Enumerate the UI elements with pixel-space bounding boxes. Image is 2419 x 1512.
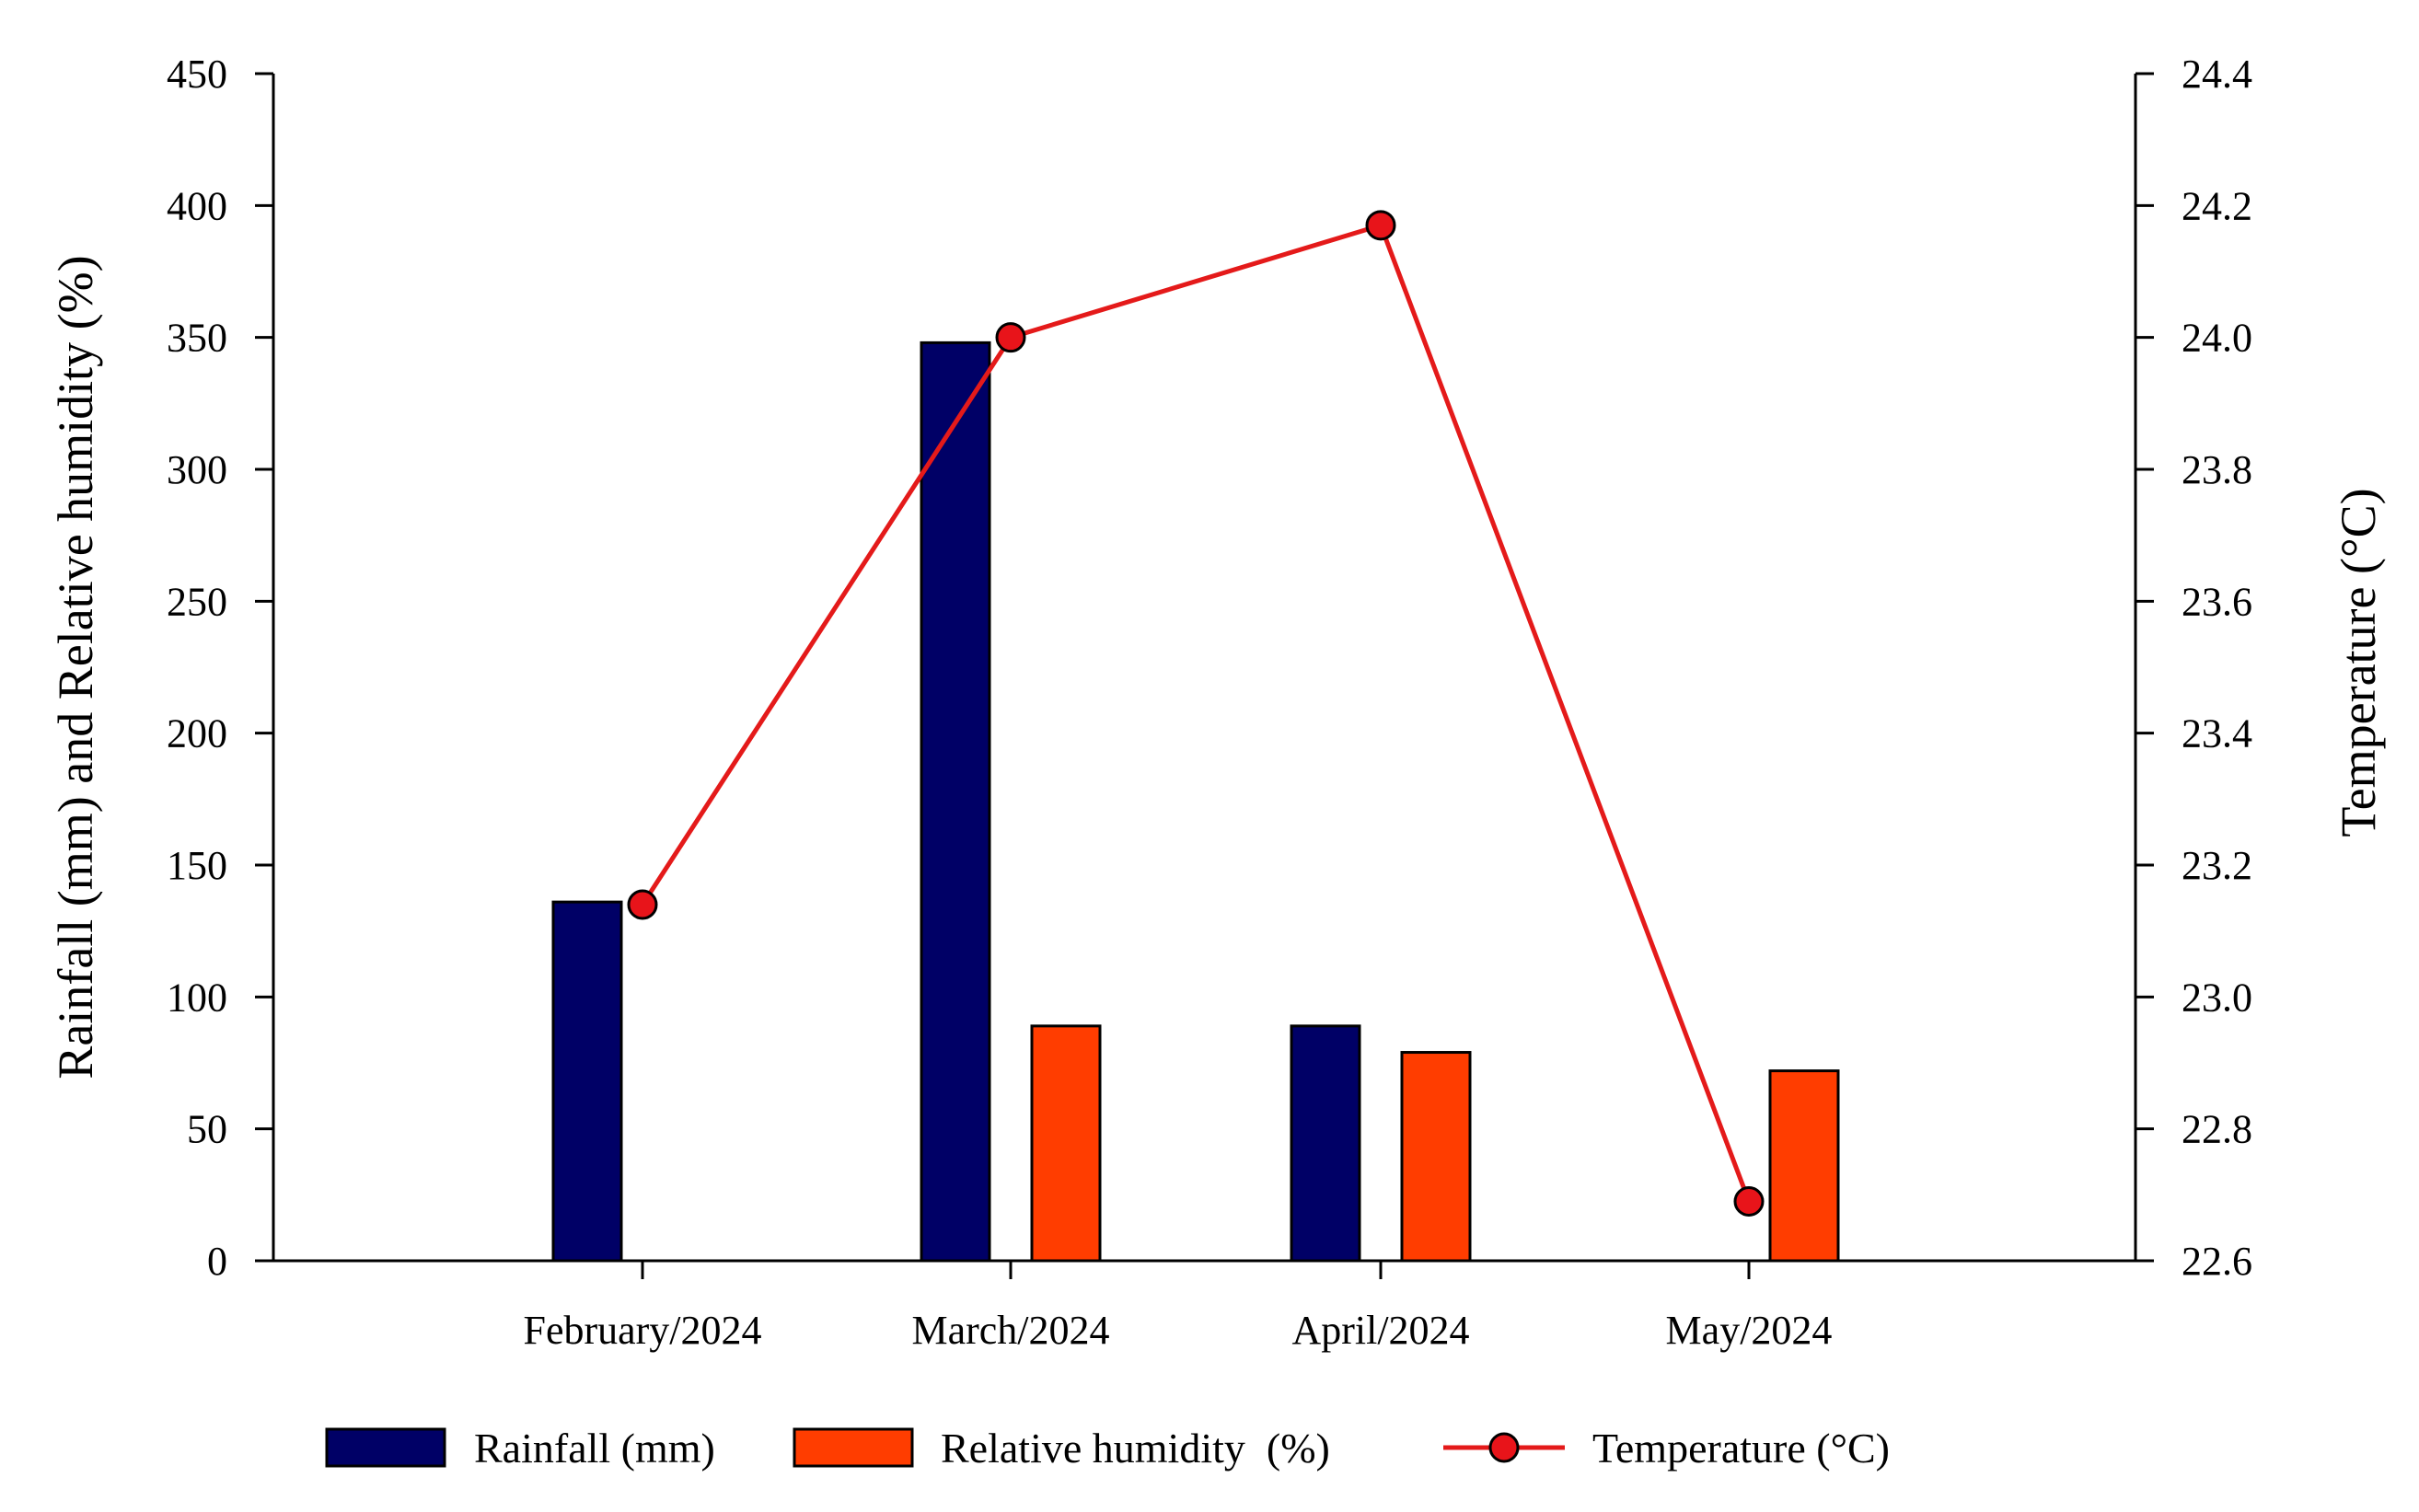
temperature-point [627, 889, 658, 920]
y-left-tick-label: 400 [167, 183, 227, 228]
y-right-tick-label: 24.0 [2182, 316, 2252, 361]
bar-rainfall [551, 900, 623, 1263]
y-left-tick-label: 100 [167, 975, 227, 1020]
bar-relative-humidity [1030, 1024, 1102, 1263]
y-left-tick-label: 50 [187, 1107, 227, 1152]
legend-swatch-rainfall [325, 1427, 446, 1468]
y-left-tick-label: 450 [167, 52, 227, 97]
x-tick-label: March/2024 [911, 1308, 1109, 1353]
y-left-tick-label: 200 [167, 711, 227, 756]
bar-rainfall [920, 340, 991, 1263]
legend-marker-temperature [1488, 1432, 1520, 1463]
x-tick-label: May/2024 [1666, 1308, 1833, 1353]
bar-relative-humidity [1768, 1069, 1840, 1263]
temperature-point [1365, 210, 1396, 241]
y-axis-right-title: Temperature (°C) [2331, 488, 2386, 837]
y-right-tick-label: 23.0 [2182, 975, 2252, 1020]
bar-relative-humidity [1400, 1051, 1472, 1263]
legend-label-temperature: Temperature (°C) [1592, 1425, 1890, 1472]
y-right-tick-label: 23.2 [2182, 843, 2252, 888]
legend-label-relative-humidity: Relative humidity (%) [941, 1425, 1330, 1472]
legend-swatch-relative-humidity [793, 1427, 914, 1468]
y-left-tick-label: 250 [167, 579, 227, 624]
y-axis-left-title: Rainfall (mm) and Relative humidity (%) [48, 255, 103, 1079]
y-left-tick-label: 350 [167, 316, 227, 361]
y-right-tick-label: 23.4 [2182, 711, 2252, 756]
y-right-tick-label: 22.6 [2182, 1239, 2252, 1284]
temperature-point [1733, 1186, 1765, 1217]
y-right-tick-label: 23.6 [2182, 579, 2252, 624]
y-right-tick-label: 24.2 [2182, 183, 2252, 228]
temperature-point [995, 322, 1026, 353]
bar-rainfall [1290, 1024, 1361, 1263]
x-tick-label: February/2024 [523, 1308, 761, 1353]
legend-label-rainfall: Rainfall (mm) [474, 1425, 715, 1472]
y-right-tick-label: 24.4 [2182, 52, 2252, 97]
temperature-line [640, 222, 1752, 1203]
y-right-tick-label: 22.8 [2182, 1107, 2252, 1152]
y-left-tick-label: 150 [167, 843, 227, 888]
y-left-tick-label: 300 [167, 447, 227, 492]
y-left-tick-label: 0 [207, 1239, 227, 1284]
y-right-tick-label: 23.8 [2182, 447, 2252, 492]
x-tick-label: April/2024 [1291, 1308, 1469, 1353]
